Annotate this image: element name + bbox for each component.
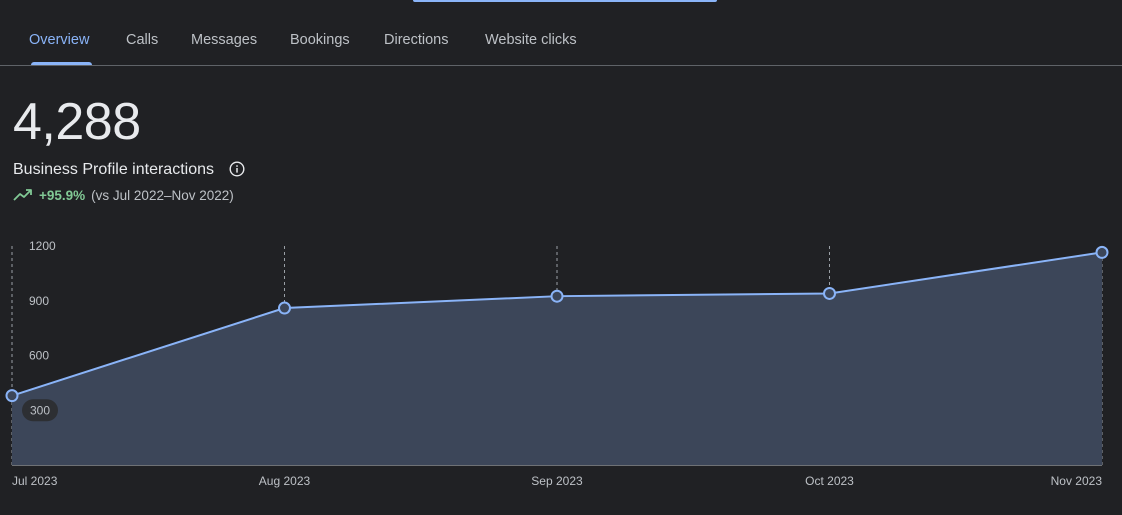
y-tick-label: 300 (30, 403, 50, 417)
tab-website-clicks[interactable]: Website clicks (485, 32, 577, 48)
y-tick-label: 1200 (29, 239, 56, 253)
tab-bookings[interactable]: Bookings (290, 32, 350, 48)
data-point[interactable] (278, 301, 291, 315)
x-tick-label: Aug 2023 (259, 474, 311, 488)
metric-label: Business Profile interactions (13, 161, 214, 178)
info-icon[interactable] (229, 161, 245, 177)
y-tick-label: 900 (29, 294, 49, 308)
x-axis-ticks: Jul 2023 Aug 2023 Sep 2023 Oct 2023 Nov 2023 (12, 474, 1102, 488)
trend-percentage: +95.9% (39, 187, 86, 203)
data-point[interactable] (550, 289, 564, 303)
data-points (5, 245, 1109, 403)
data-point[interactable] (823, 286, 836, 300)
tab-overview[interactable]: Overview (29, 32, 90, 48)
x-tick-label: Oct 2023 (805, 474, 854, 488)
trend-comparison: (vs Jul 2022–Nov 2022) (91, 187, 234, 203)
x-tick-label: Nov 2023 (1051, 474, 1103, 488)
y-tick-pill (22, 399, 58, 422)
data-point[interactable] (5, 389, 19, 403)
tab-messages[interactable]: Messages (191, 32, 258, 48)
interactions-chart: 300 600 900 1200 Jul 2023 Aug 2023 Sep 2023 Oc… (5, 239, 1109, 488)
tab-directions[interactable]: Directions (384, 32, 449, 48)
y-axis-ticks: 300 600 900 1200 (22, 239, 58, 422)
x-tick-label: Jul 2023 (12, 474, 58, 488)
y-tick-label: 600 (29, 349, 49, 363)
trend-row: +95.9% (vs Jul 2022–Nov 2022) (13, 187, 234, 203)
area-fill (12, 252, 1102, 465)
x-tick-label: Sep 2023 (531, 474, 583, 488)
trending-up-icon (13, 189, 32, 202)
tab-calls[interactable]: Calls (126, 32, 159, 48)
tab-bar: Overview Calls Messages Bookings Directi… (0, 0, 1122, 66)
total-interactions-value: 4,288 (13, 93, 141, 151)
data-point[interactable] (1095, 245, 1109, 259)
active-tab-indicator (31, 62, 92, 65)
top-accent-strip (413, 0, 717, 2)
